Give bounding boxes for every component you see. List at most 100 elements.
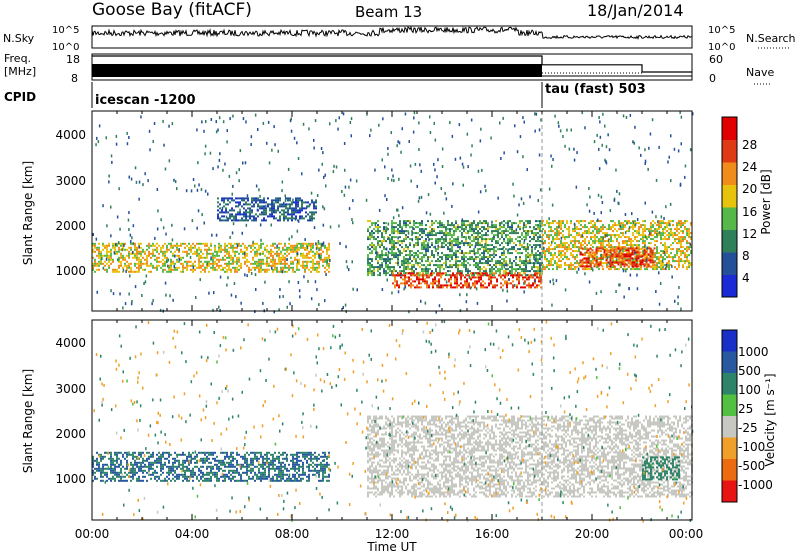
power-cell [546,222,548,225]
power-cell [662,266,664,269]
power-cell [98,254,100,257]
power-cell [636,287,639,291]
power-cell [610,220,612,223]
power-cell [626,220,628,223]
power-cell [541,270,543,273]
power-cell [356,288,358,292]
power-cell [259,205,261,208]
power-cell [493,246,495,249]
power-cell [449,250,451,253]
power-cell [509,270,511,273]
power-cell [546,248,548,251]
power-cell [376,251,378,255]
power-cell [429,232,431,235]
power-cell [310,191,313,195]
power-cell [444,278,446,281]
power-cell [457,268,459,271]
power-cell [471,258,473,261]
power-cell [475,226,477,229]
power-cell [656,228,658,231]
power-cell [469,236,471,239]
power-cell [408,310,410,314]
power-cell [661,259,664,263]
power-cell [453,240,455,243]
power-cell [128,136,130,139]
power-cell [654,260,656,263]
power-cell [533,234,535,237]
power-cell [367,258,369,261]
power-cell [647,259,650,262]
power-cell [507,252,509,255]
power-cell [560,246,562,249]
power-cell [431,270,433,273]
power-cell [682,238,684,241]
power-cell [385,274,387,277]
power-cell [407,254,409,257]
power-cell [630,238,632,241]
power-cell [270,260,272,263]
power-cell [475,238,477,241]
power-cell [523,260,525,263]
power-cell [489,270,491,273]
power-cell [273,310,275,314]
power-cell [500,286,502,289]
power-cell [296,252,299,256]
power-cell [614,222,616,225]
power-cell [616,240,618,243]
power-cell [447,270,449,273]
power-cell [404,112,407,116]
power-cell [525,256,527,259]
power-cell [114,270,116,273]
power-cell [600,220,602,223]
power-cell [461,226,463,229]
power-cell [644,268,646,271]
power-cell [318,270,320,273]
power-cell [456,274,458,277]
power-cell [635,265,638,268]
power-cell [316,260,318,263]
power-cell [144,280,147,284]
power-cell [640,268,642,271]
power-cell [218,264,220,267]
power-cell [291,201,293,204]
power-cell [216,252,218,255]
power-cell [429,264,431,267]
power-cell [206,252,208,255]
power-cell [618,268,620,271]
power-cell [552,248,554,251]
power-cell [499,224,501,227]
velocity-cell [94,475,96,478]
power-cell [238,242,240,245]
power-cell [280,250,282,253]
power-cell [682,232,684,235]
power-cell [595,291,598,295]
power-cell [500,282,502,285]
power-cell [586,268,588,271]
power-cell [296,242,298,245]
power-cell [255,217,257,220]
power-cell [219,203,221,206]
power-cell [371,232,373,235]
power-cell [633,247,636,250]
power-cell [178,250,180,253]
power-cell [636,240,638,243]
power-cell [140,254,142,257]
power-cell [651,210,654,214]
power-cell [302,254,304,257]
power-cell [415,226,417,229]
power-cell [205,120,207,123]
power-cell [275,199,277,202]
power-cell [437,226,439,229]
power-cell [467,270,469,273]
power-cell [427,272,429,275]
power-cell [208,260,210,263]
power-cell [676,234,678,237]
power-cell [276,270,278,273]
power-cell [622,269,625,273]
power-cell [539,254,541,257]
power-cell [574,238,576,241]
power-cell [596,133,598,137]
power-cell [460,286,462,289]
power-cell [244,161,247,165]
power-cell [204,144,207,148]
